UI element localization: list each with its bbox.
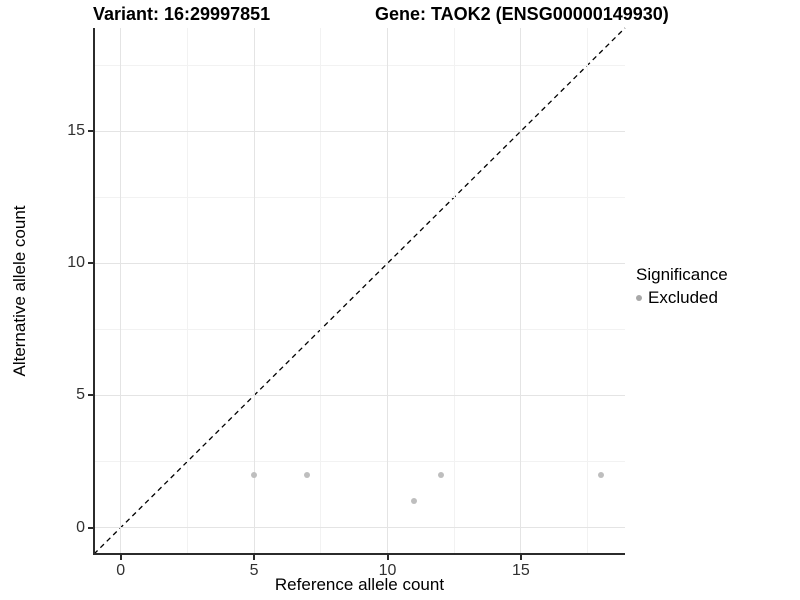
y-tick-mark <box>88 130 93 133</box>
data-point <box>411 498 418 505</box>
legend-entry-label: Excluded <box>648 288 718 307</box>
minor-gridline-vertical <box>320 28 322 554</box>
identity-reference-line <box>93 27 626 555</box>
x-tick-label: 5 <box>249 562 259 579</box>
legend: Significance Excluded <box>636 265 728 308</box>
major-gridline-horizontal <box>94 527 625 529</box>
x-tick-mark <box>386 555 389 560</box>
data-point <box>597 471 604 478</box>
y-tick-mark <box>88 394 93 397</box>
minor-gridline-horizontal <box>94 328 625 330</box>
minor-gridline-vertical <box>587 28 589 554</box>
major-gridline-vertical <box>520 28 522 554</box>
y-tick-mark <box>88 526 93 529</box>
minor-gridline-horizontal <box>94 460 625 462</box>
y-axis-line <box>92 28 95 555</box>
minor-gridline-horizontal <box>94 196 625 198</box>
legend-point-icon <box>636 295 642 301</box>
y-tick-label: 5 <box>76 386 85 404</box>
data-point <box>437 471 444 478</box>
plot-panel <box>93 27 626 555</box>
x-tick-label: 15 <box>512 562 530 579</box>
data-point <box>251 471 258 478</box>
legend-entry-excluded: Excluded <box>636 288 728 308</box>
y-tick-label: 10 <box>67 254 85 272</box>
y-tick-label: 0 <box>76 518 85 536</box>
minor-gridline-horizontal <box>94 64 625 66</box>
y-axis-label: Alternative allele count <box>10 205 29 377</box>
y-tick-label: 15 <box>67 122 85 140</box>
major-gridline-vertical <box>120 28 122 554</box>
chart-title-variant: Variant: 16:29997851 <box>93 4 271 24</box>
major-gridline-horizontal <box>94 130 625 132</box>
major-gridline-vertical <box>387 28 389 554</box>
minor-gridline-vertical <box>186 28 188 554</box>
x-axis-label: Reference allele count <box>274 575 445 594</box>
x-tick-mark <box>519 555 522 560</box>
chart-title-gene: Gene: TAOK2 (ENSG00000149930) <box>375 4 669 24</box>
x-axis-line <box>92 553 625 555</box>
major-gridline-horizontal <box>94 262 625 264</box>
legend-title: Significance <box>636 265 728 284</box>
x-tick-label: 10 <box>378 562 397 579</box>
x-tick-mark <box>253 555 256 560</box>
x-tick-label: 0 <box>116 562 126 579</box>
data-point <box>304 471 311 478</box>
major-gridline-horizontal <box>94 394 625 396</box>
x-tick-mark <box>119 555 122 560</box>
minor-gridline-vertical <box>453 28 455 554</box>
major-gridline-vertical <box>253 28 255 554</box>
y-tick-mark <box>88 262 93 265</box>
